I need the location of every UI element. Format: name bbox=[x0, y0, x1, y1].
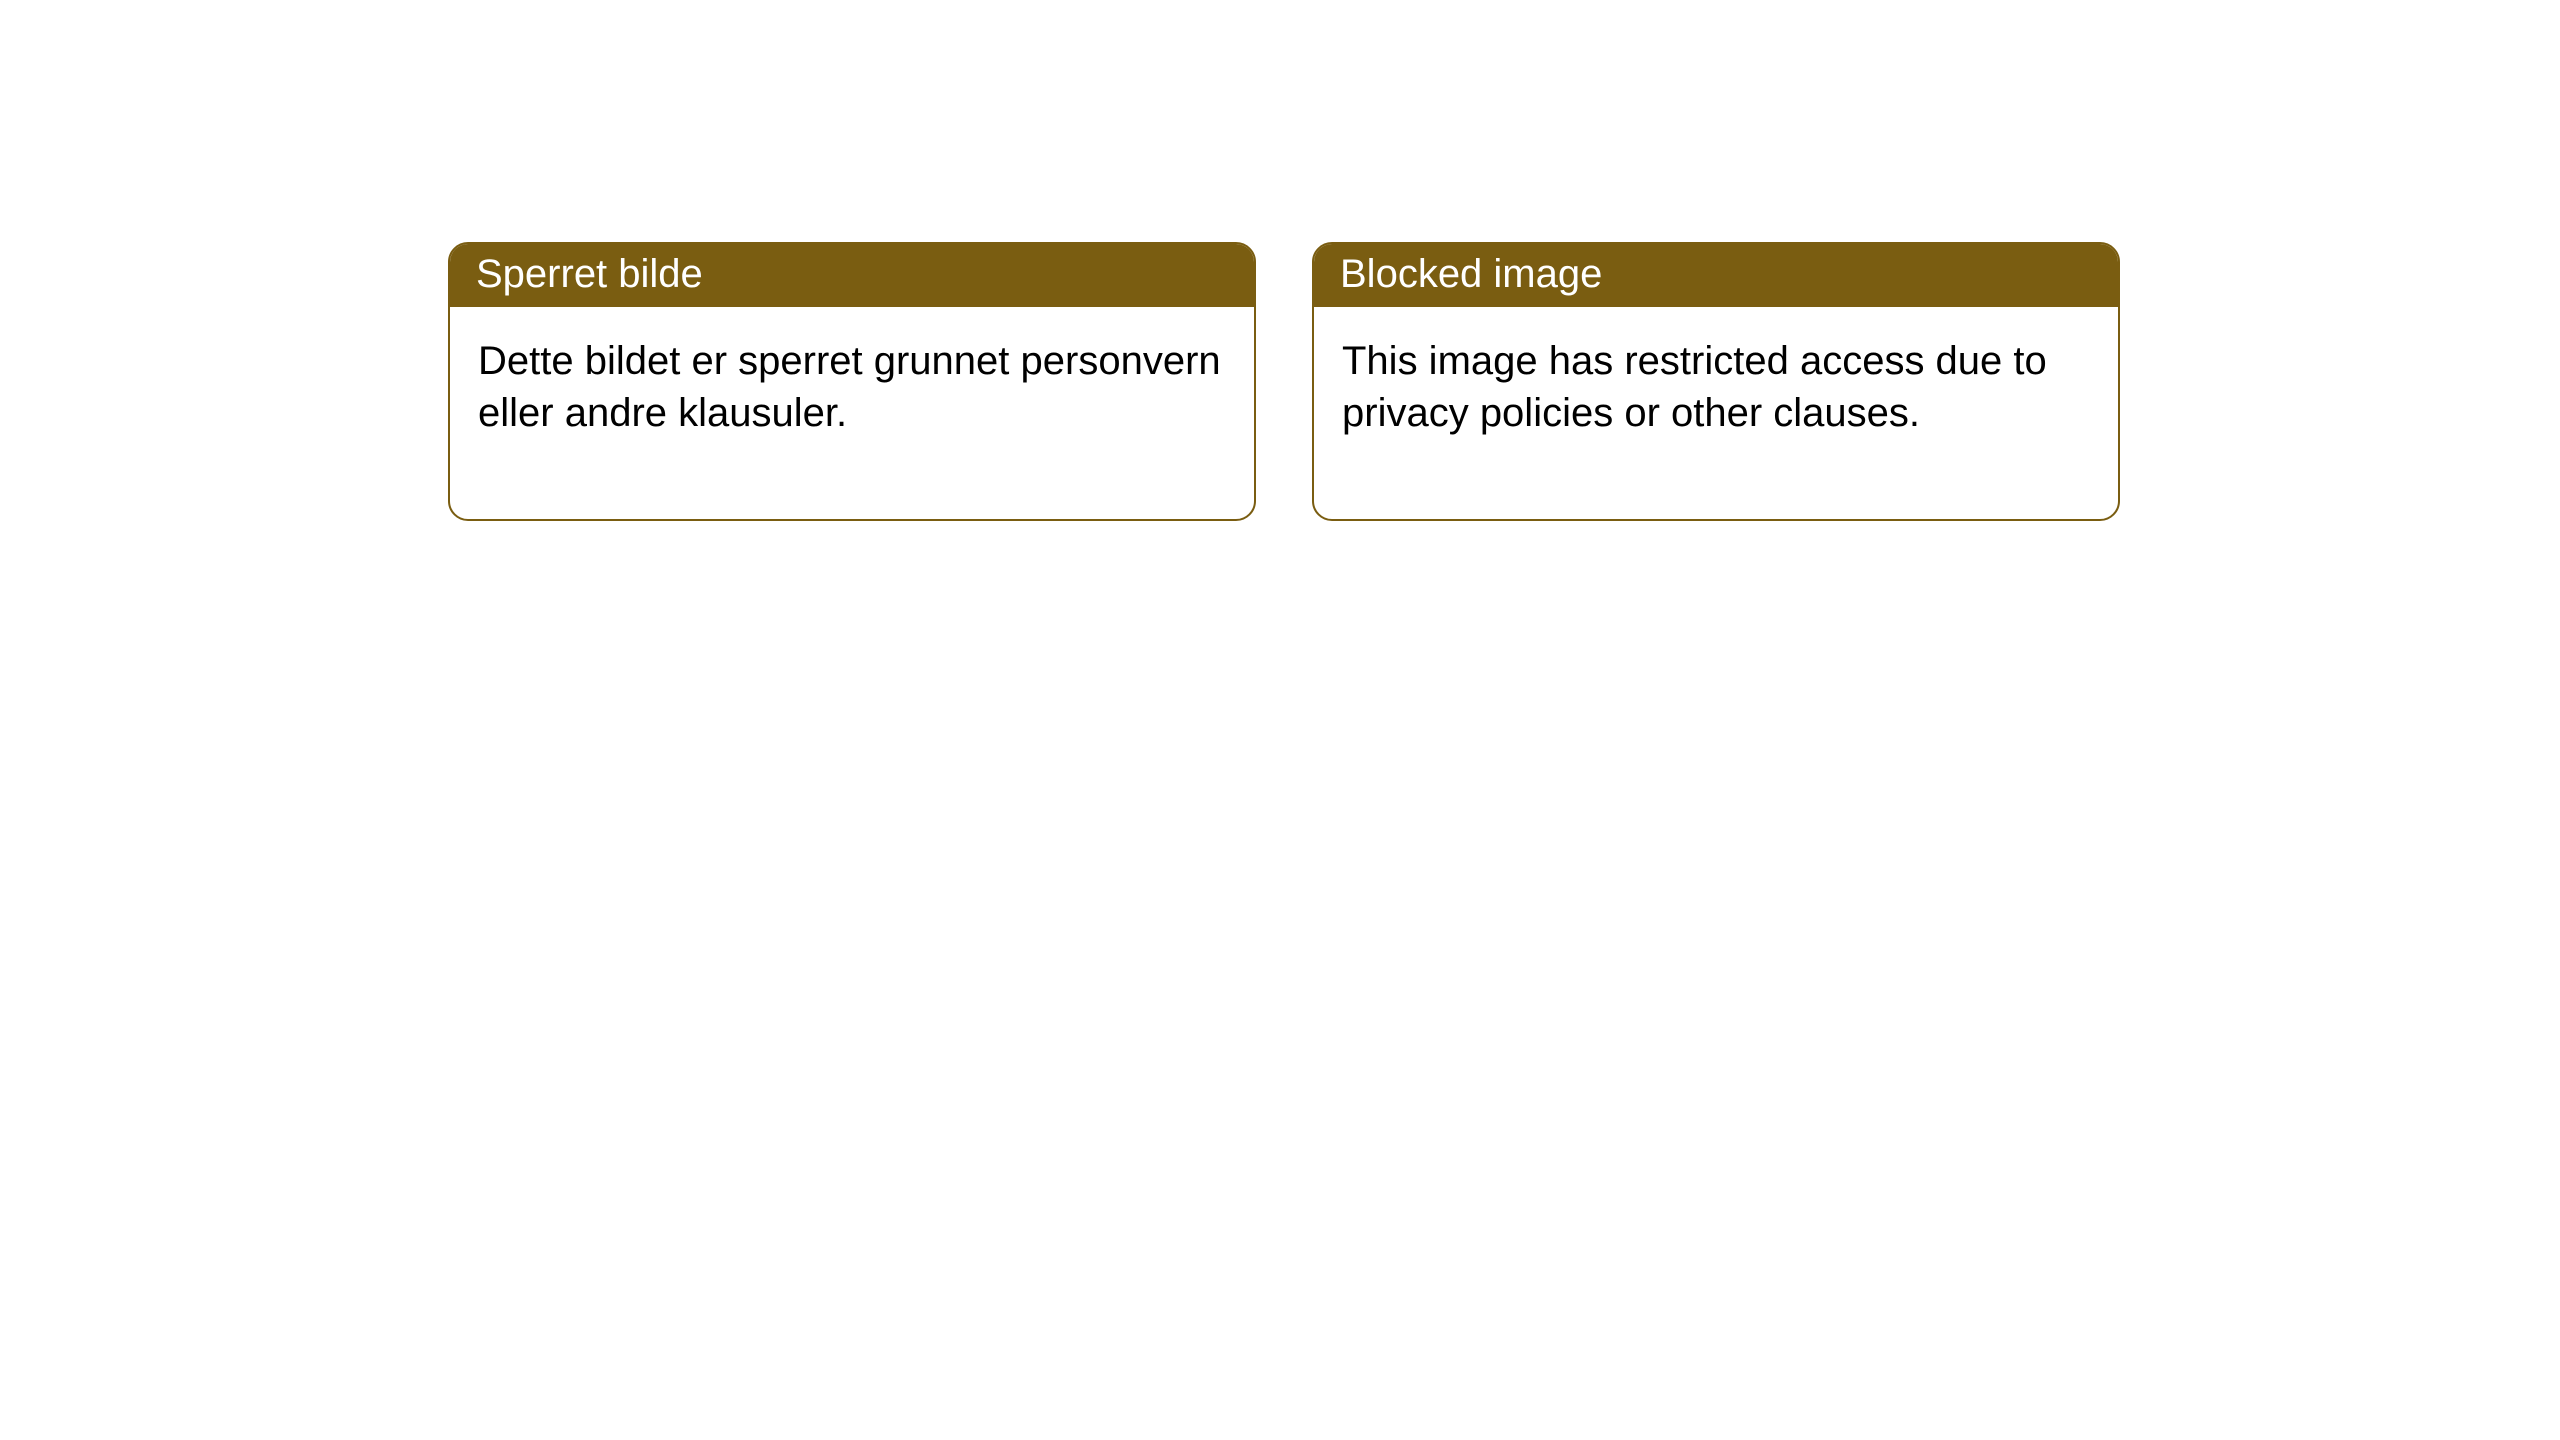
notice-card-en: Blocked image This image has restricted … bbox=[1312, 242, 2120, 521]
notice-header-en: Blocked image bbox=[1314, 244, 2118, 307]
notice-header-no: Sperret bilde bbox=[450, 244, 1254, 307]
notice-card-no: Sperret bilde Dette bildet er sperret gr… bbox=[448, 242, 1256, 521]
notice-body-en: This image has restricted access due to … bbox=[1314, 307, 2118, 519]
notice-body-no: Dette bildet er sperret grunnet personve… bbox=[450, 307, 1254, 519]
notice-container: Sperret bilde Dette bildet er sperret gr… bbox=[448, 242, 2120, 521]
